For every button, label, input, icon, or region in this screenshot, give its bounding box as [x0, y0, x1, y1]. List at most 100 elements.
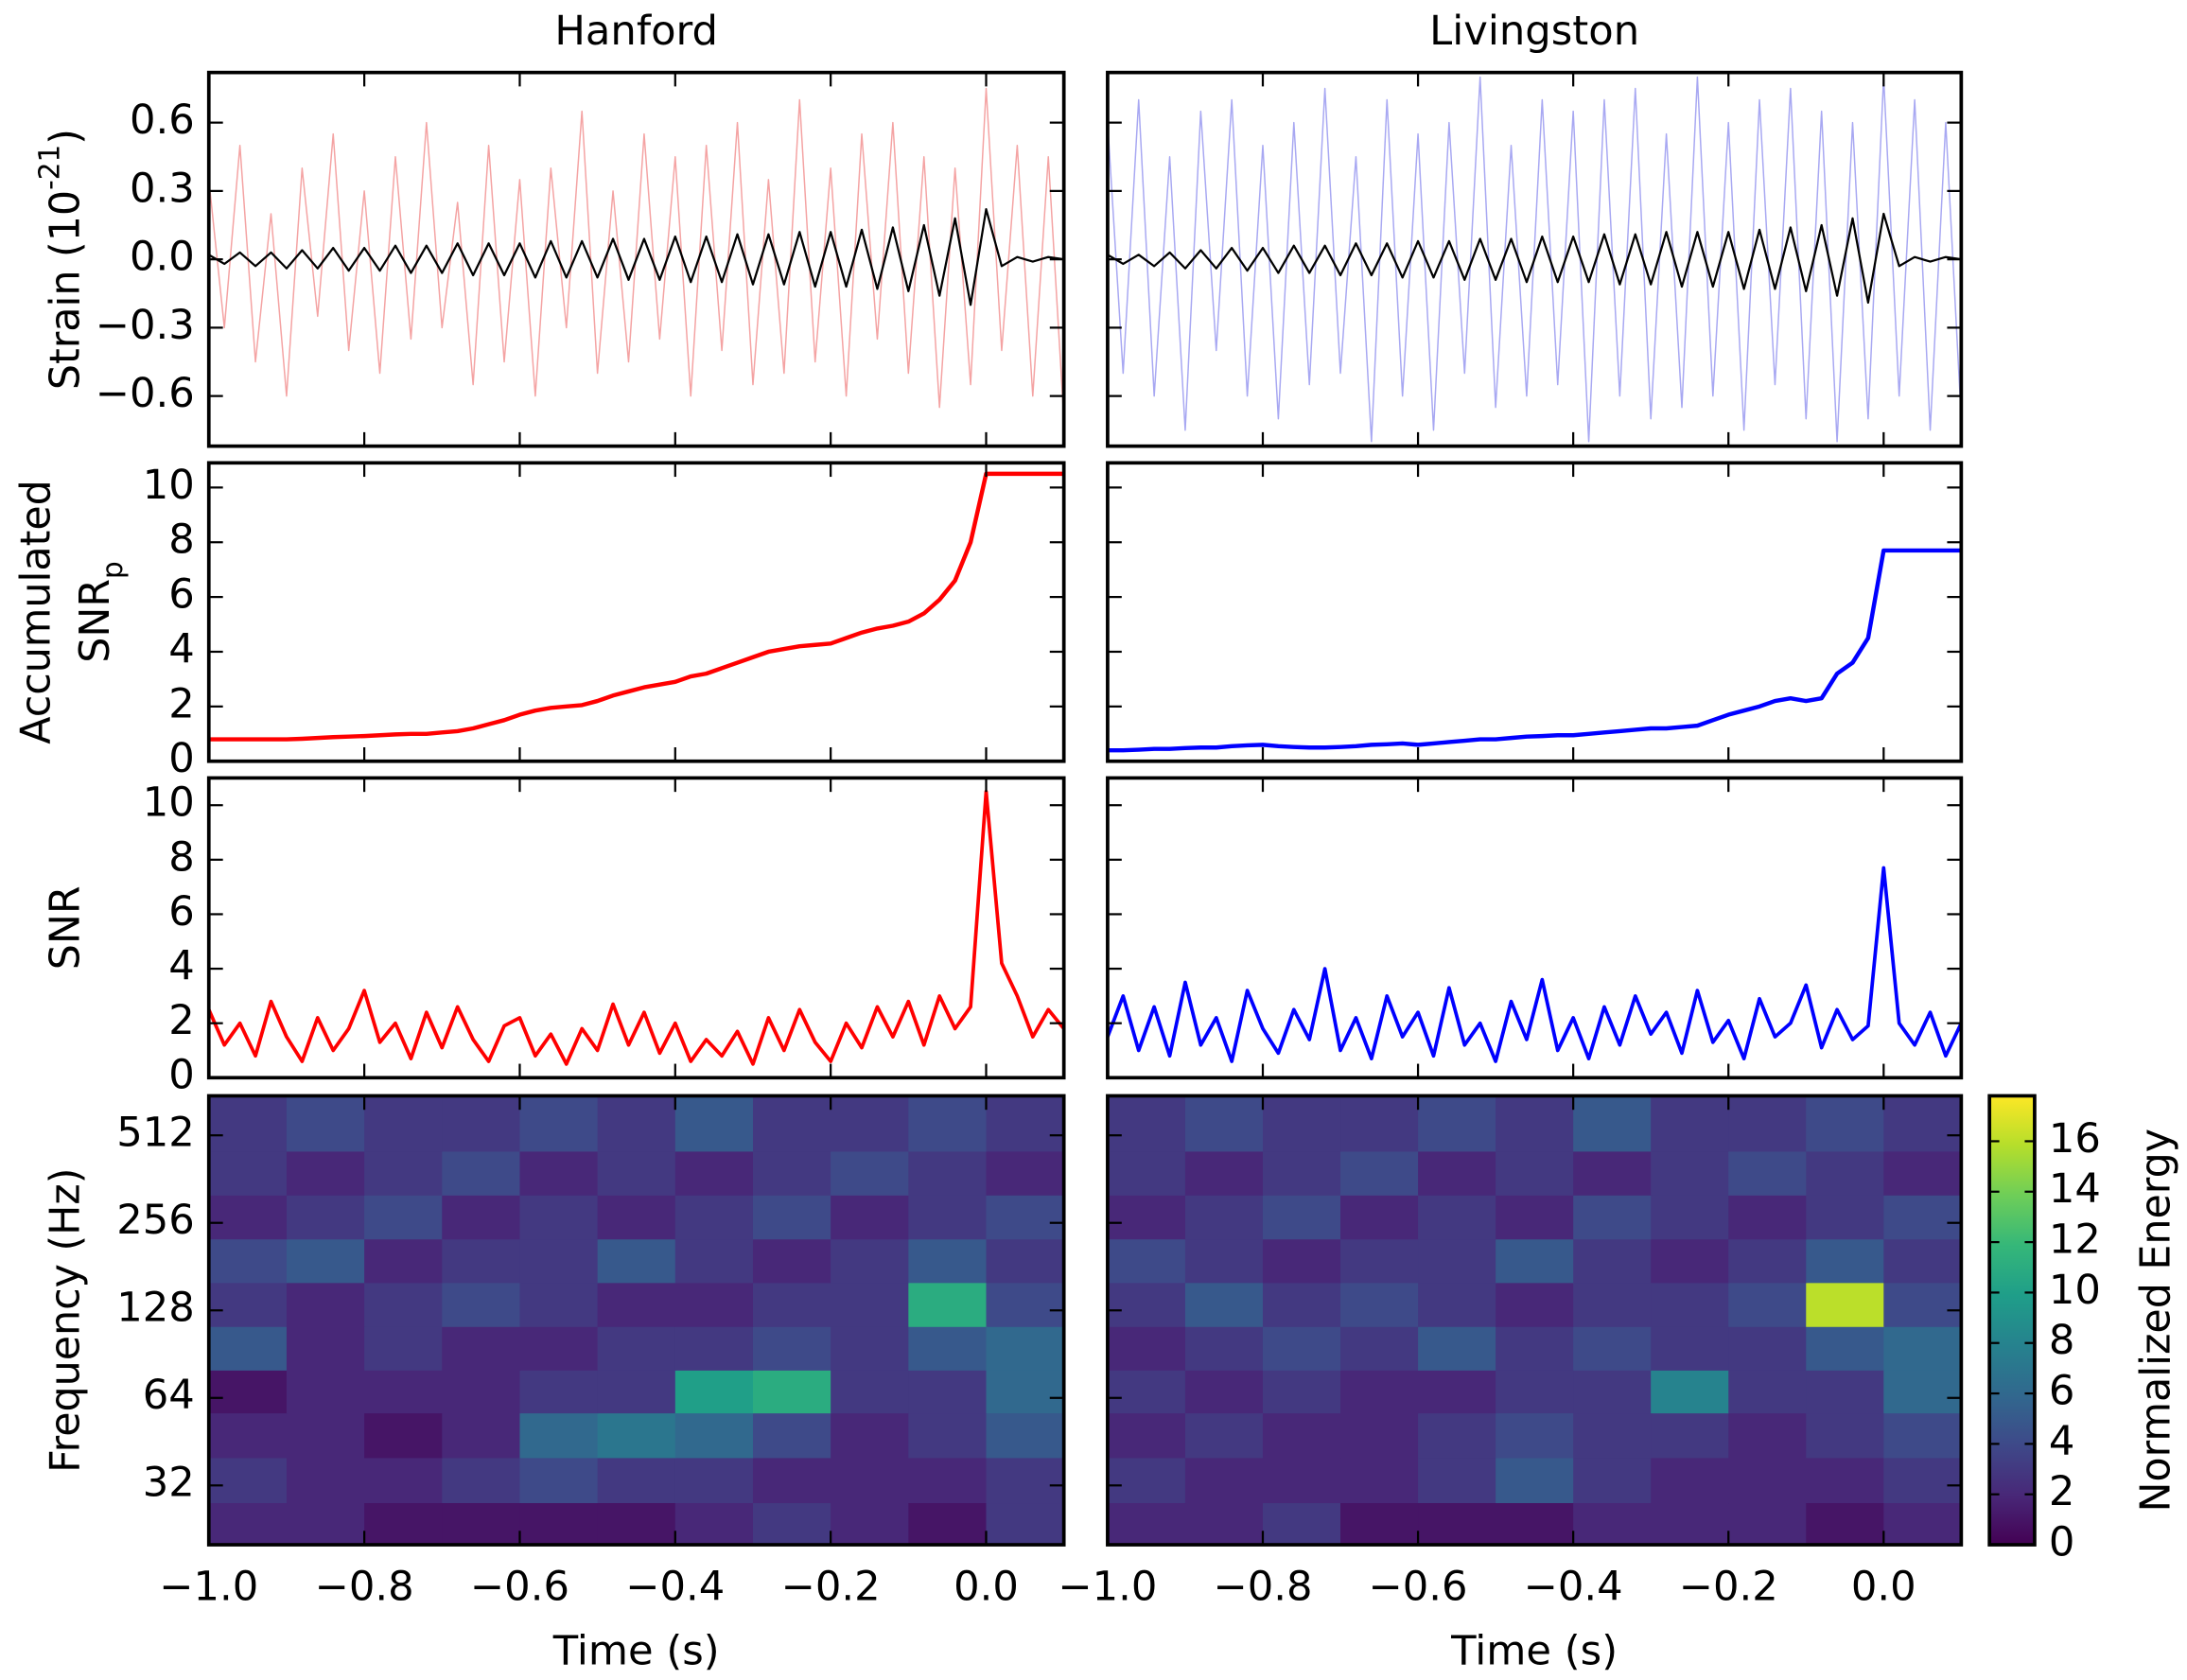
x-tick-label: −0.2: [781, 1564, 881, 1611]
heatmap-cell: [1184, 1502, 1264, 1546]
heatmap-cell: [908, 1150, 988, 1196]
heatmap-cell: [597, 1282, 676, 1327]
heatmap-cell: [1573, 1325, 1653, 1371]
heatmap-cell: [1496, 1238, 1575, 1284]
panel: [1106, 461, 1964, 763]
heatmap-cell: [674, 1369, 754, 1414]
heatmap-cell: [1573, 1457, 1653, 1504]
heatmap-cell: [1496, 1095, 1575, 1152]
heatmap-cell: [1883, 1194, 1962, 1240]
heatmap-cell: [1418, 1412, 1497, 1459]
heatmap-cell: [1573, 1095, 1653, 1152]
y-tick-label: 10: [143, 779, 195, 827]
y-axis-label-part: -21: [32, 145, 65, 190]
heatmap-cell: [597, 1238, 676, 1284]
colorbar-tick-label: 10: [2049, 1267, 2101, 1314]
colorbar-tick-label: 14: [2049, 1165, 2101, 1213]
x-axis-label: Time (s): [552, 1628, 720, 1675]
heatmap-cell: [1184, 1095, 1264, 1152]
heatmap-cell: [597, 1095, 676, 1152]
heatmap-cell: [1806, 1150, 1885, 1196]
y-axis-label-part: SNR: [42, 885, 89, 970]
heatmap-cell: [1728, 1150, 1808, 1196]
heatmap-cell: [1340, 1502, 1419, 1546]
heatmap-cell: [1184, 1282, 1264, 1327]
x-tick-label: −1.0: [1058, 1564, 1157, 1611]
y-axis-label-part: Frequency (Hz): [42, 1168, 89, 1473]
heatmap-cell: [286, 1282, 366, 1327]
heatmap-cell: [1262, 1282, 1341, 1327]
heatmap-cell: [1573, 1502, 1653, 1546]
heatmap-cell: [364, 1502, 444, 1546]
heatmap-cell: [1262, 1502, 1341, 1546]
heatmap-cell: [831, 1282, 910, 1327]
heatmap-cell: [208, 1194, 288, 1240]
plot-area: [1107, 548, 1962, 753]
heatmap-cell: [752, 1282, 832, 1327]
heatmap-cell: [519, 1325, 599, 1371]
y-tick-label: 0.0: [130, 234, 195, 281]
x-tick-label: 0.0: [1851, 1564, 1916, 1611]
y-tick-label: 0: [168, 735, 195, 782]
heatmap-cell: [831, 1412, 910, 1459]
heatmap-cell: [364, 1282, 444, 1327]
y-tick-label: 4: [168, 626, 195, 674]
heatmap-cell: [1107, 1150, 1186, 1196]
heatmap-cell: [208, 1282, 288, 1327]
heatmap-cell: [1184, 1369, 1264, 1414]
panel-frame: [1106, 1094, 1964, 1547]
heatmap-cell: [908, 1194, 988, 1240]
heatmap-cell: [1651, 1457, 1730, 1504]
heatmap-cell: [1728, 1325, 1808, 1371]
heatmap-cell: [442, 1194, 521, 1240]
heatmap-cell: [1340, 1282, 1419, 1327]
heatmap-cell: [1418, 1095, 1497, 1152]
heatmap-cell: [286, 1412, 366, 1459]
y-axis-label: Accumulated: [12, 480, 60, 744]
heatmap-cell: [1340, 1412, 1419, 1459]
heatmap-cell: [1573, 1369, 1653, 1414]
panel-frame: [1106, 70, 1964, 448]
heatmap-cell: [364, 1194, 444, 1240]
heatmap-cell: [831, 1095, 910, 1152]
heatmap-cell: [831, 1369, 910, 1414]
heatmap-cell: [1184, 1457, 1264, 1504]
heatmap-cell: [1573, 1238, 1653, 1284]
heatmap-cell: [286, 1238, 366, 1284]
heatmap-cell: [1340, 1369, 1419, 1414]
heatmap-cell: [364, 1095, 444, 1152]
y-axis-label: SNR: [42, 885, 89, 970]
heatmap-cell: [597, 1412, 676, 1459]
heatmap-cell: [1340, 1457, 1419, 1504]
heatmap-cell: [674, 1325, 754, 1371]
y-tick-label: 8: [168, 834, 195, 882]
heatmap-cell: [1107, 1457, 1186, 1504]
heatmap-cell: [674, 1194, 754, 1240]
heatmap-cell: [286, 1325, 366, 1371]
plot-area: [208, 1095, 1064, 1546]
heatmap-cell: [208, 1457, 288, 1504]
heatmap-cell: [1184, 1238, 1264, 1284]
heatmap-cell: [286, 1194, 366, 1240]
heatmap-cell: [1806, 1369, 1885, 1414]
y-tick-label: 6: [168, 888, 195, 936]
heatmap-cell: [1651, 1502, 1730, 1546]
heatmap-cell: [519, 1238, 599, 1284]
heatmap-cell: [1651, 1412, 1730, 1459]
x-tick-label: −0.8: [1213, 1564, 1312, 1611]
x-tick-label: −0.4: [1524, 1564, 1623, 1611]
colorbar-tick-label: 8: [2049, 1317, 2075, 1364]
heatmap-cell: [908, 1502, 988, 1546]
heatmap-cell: [1651, 1282, 1730, 1327]
heatmap-cell: [1728, 1282, 1808, 1327]
heatmap-cell: [831, 1150, 910, 1196]
heatmap-cell: [1728, 1412, 1808, 1459]
panel: −0.6 −0.3 0.0 0.3 0.6 Hanford: [96, 8, 1066, 448]
heatmap-cell: [1262, 1095, 1341, 1152]
heatmap-cell: [364, 1457, 444, 1504]
heatmap-cell: [674, 1502, 754, 1546]
heatmap-cell: [519, 1502, 599, 1546]
heatmap-cell: [1418, 1457, 1497, 1504]
heatmap-cell: [442, 1238, 521, 1284]
